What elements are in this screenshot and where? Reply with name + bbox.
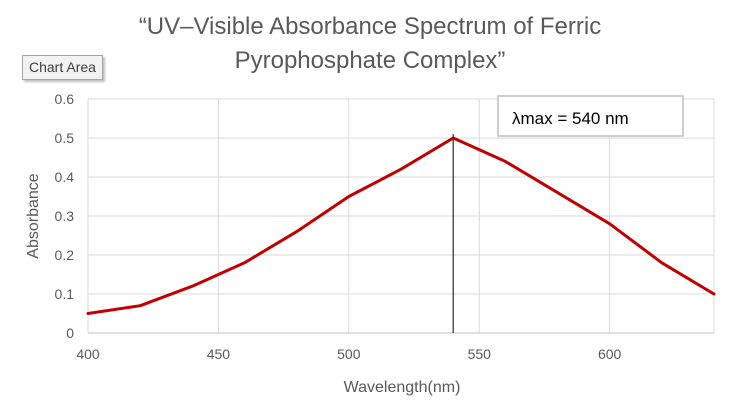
x-tick-label-0: 400 [76, 346, 100, 362]
x-tick-label-4: 600 [598, 346, 622, 362]
y-axis-label: Absorbance [25, 173, 42, 258]
annotation-layer: λmax = 540 nm [497, 95, 684, 137]
y-tick-label-1: 0.1 [55, 286, 75, 302]
tick-labels: 0 0.1 0.2 0.3 0.4 0.5 0.6 400 450 500 550 600 [55, 91, 622, 362]
grid-lines [88, 98, 715, 333]
y-tick-label-4: 0.4 [55, 169, 75, 185]
annotation-text: λmax = 540 nm [512, 109, 629, 128]
lambda-max-annotation[interactable]: λmax = 540 nm [497, 95, 684, 137]
axes [87, 99, 714, 334]
y-tick-label-2: 0.2 [55, 247, 75, 263]
chart-title-line-2: Pyrophosphate Complex” [234, 47, 506, 74]
x-tick-label-3: 550 [468, 346, 492, 362]
x-tick-label-1: 450 [207, 346, 231, 362]
chart-title-line-1: “UV–Visible Absorbance Spectrum of Ferri… [138, 13, 602, 40]
x-axis-label: Wavelength(nm) [344, 379, 461, 396]
x-tick-label-2: 500 [337, 346, 361, 362]
chart-title: “UV–Visible Absorbance Spectrum of Ferri… [0, 10, 740, 78]
series-line-0[interactable] [86, 136, 716, 315]
y-tick-label-0: 0 [66, 325, 74, 341]
y-tick-label-6: 0.6 [55, 91, 75, 107]
chart-area-tooltip: Chart Area [22, 55, 103, 80]
y-tick-label-5: 0.5 [55, 130, 75, 146]
series-layer [86, 136, 716, 315]
y-tick-label-3: 0.3 [55, 208, 75, 224]
annotation-box [497, 95, 684, 137]
